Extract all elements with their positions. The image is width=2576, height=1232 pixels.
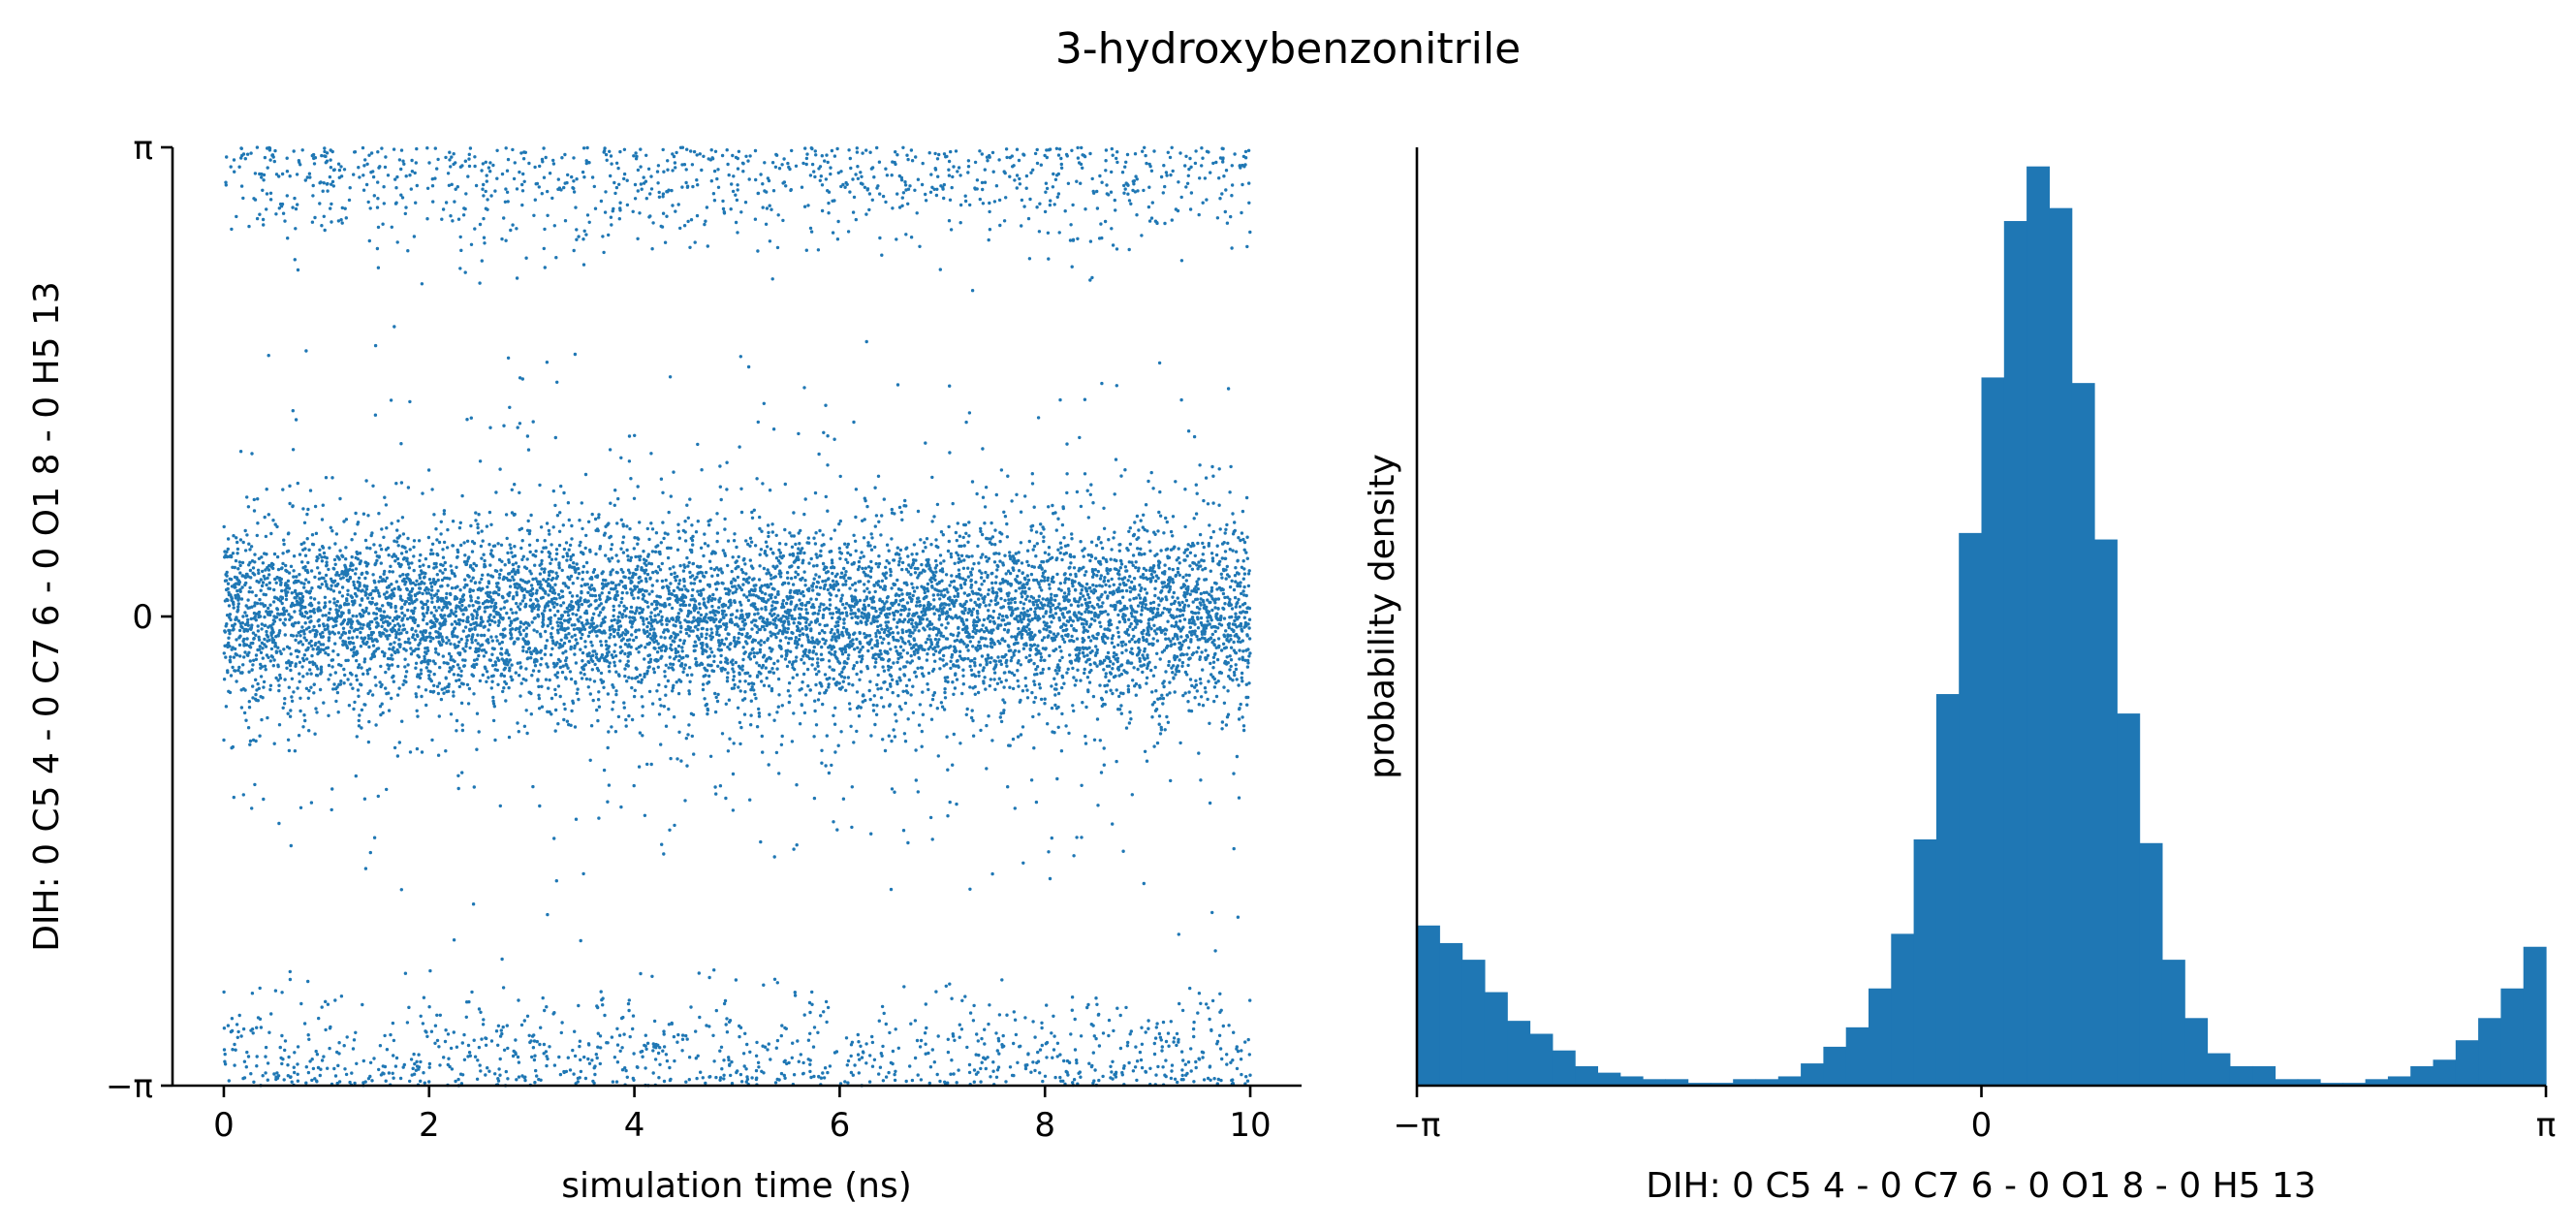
histogram-bar	[1959, 532, 1983, 1086]
histogram-bar	[2523, 946, 2547, 1086]
histogram-bar	[2365, 1079, 2389, 1087]
scatter-x-tick-label: 0	[213, 1106, 235, 1145]
histogram-bar	[2252, 1065, 2276, 1086]
scatter-y-tick-label: 0	[132, 598, 153, 637]
histogram-bar	[1710, 1083, 1734, 1086]
histogram-bar	[2297, 1079, 2321, 1087]
figure-title: 3-hydroxybenzonitrile	[1055, 24, 1521, 74]
histogram-x-ticks: −π 0 π	[1394, 1086, 2556, 1145]
histogram-y-axis-label: probability density	[1363, 454, 1402, 779]
scatter-x-tick-label: 6	[830, 1106, 851, 1145]
histogram-bar	[1687, 1083, 1712, 1086]
histogram-bar	[1643, 1079, 1666, 1087]
histogram-bar	[1461, 960, 1486, 1086]
histogram-bar	[1484, 992, 1508, 1086]
scatter-point	[222, 145, 1252, 1088]
histogram-bar	[1801, 1063, 1824, 1086]
histogram-bar	[2071, 383, 2095, 1086]
histogram-bar	[1981, 377, 2005, 1086]
histogram-bar	[1755, 1079, 1779, 1087]
histogram-bar	[1575, 1065, 1598, 1086]
histogram-bar	[2003, 221, 2027, 1086]
histogram-bar	[2410, 1065, 2435, 1086]
scatter-x-tick-label: 2	[419, 1106, 440, 1145]
scatter-panel: 0 2 4 6 8 10 −π 0 π simulation time (ns) DIH: 0…	[27, 129, 1302, 1206]
histogram-bar	[1845, 1027, 1869, 1086]
histogram-bar	[2500, 988, 2525, 1086]
scatter-x-tick-label: 8	[1034, 1106, 1055, 1145]
scatter-points	[222, 145, 1252, 1088]
histogram-bar	[2094, 539, 2118, 1086]
histogram-x-tick-label: π	[2536, 1106, 2556, 1145]
histogram-bar	[1823, 1046, 1847, 1086]
histogram-bar	[2139, 842, 2163, 1086]
histogram-bar	[2433, 1059, 2457, 1086]
histogram-bar	[1777, 1076, 1802, 1086]
histogram-bar	[1552, 1050, 1576, 1086]
histogram-bar	[2026, 166, 2050, 1086]
histogram-bar	[1619, 1076, 1644, 1086]
histogram-bar	[1913, 838, 1937, 1086]
histogram-x-axis-label: DIH: 0 C5 4 - 0 C7 6 - 0 O1 8 - 0 H5 13	[1646, 1166, 2316, 1206]
histogram-bar	[1529, 1033, 1554, 1086]
histogram-bar	[2342, 1083, 2367, 1086]
histogram-bar	[1869, 988, 1892, 1086]
histogram-bars	[1417, 166, 2547, 1087]
histogram-bar	[2207, 1053, 2231, 1087]
scatter-y-tick-label: −π	[106, 1067, 153, 1106]
histogram-bar	[2229, 1065, 2253, 1086]
histogram-bar	[1665, 1079, 1689, 1087]
scatter-x-tick-label: 10	[1229, 1106, 1271, 1145]
histogram-bar	[2161, 960, 2185, 1086]
histogram-bar	[1417, 925, 1440, 1086]
scatter-x-ticks: 0 2 4 6 8 10	[213, 1086, 1272, 1145]
histogram-bar	[1507, 1021, 1531, 1086]
scatter-y-axis-label: DIH: 0 C5 4 - 0 C7 6 - 0 O1 8 - 0 H5 13	[27, 281, 67, 952]
histogram-x-tick-label: 0	[1971, 1106, 1993, 1145]
histogram-bar	[2387, 1076, 2411, 1086]
histogram-bar	[2320, 1083, 2343, 1086]
scatter-y-tick-label: π	[134, 129, 153, 168]
histogram-bar	[1597, 1072, 1621, 1086]
scatter-x-axis-label: simulation time (ns)	[561, 1166, 912, 1206]
scatter-y-ticks: −π 0 π	[106, 129, 173, 1106]
histogram-bar	[2478, 1018, 2501, 1086]
histogram-bar	[2184, 1018, 2209, 1086]
histogram-bar	[2117, 713, 2141, 1086]
histogram-bar	[1439, 942, 1463, 1086]
histogram-bar	[1891, 933, 1915, 1086]
scatter-x-tick-label: 4	[624, 1106, 645, 1145]
histogram-bar	[2049, 207, 2073, 1086]
histogram-panel: −π 0 π DIH: 0 C5 4 - 0 C7 6 - 0 O1 8 - 0 H…	[1363, 147, 2556, 1206]
histogram-x-tick-label: −π	[1394, 1106, 1441, 1145]
histogram-bar	[1935, 694, 1960, 1086]
histogram-bar	[2275, 1079, 2299, 1087]
histogram-bar	[2455, 1040, 2479, 1086]
histogram-bar	[1733, 1079, 1757, 1087]
